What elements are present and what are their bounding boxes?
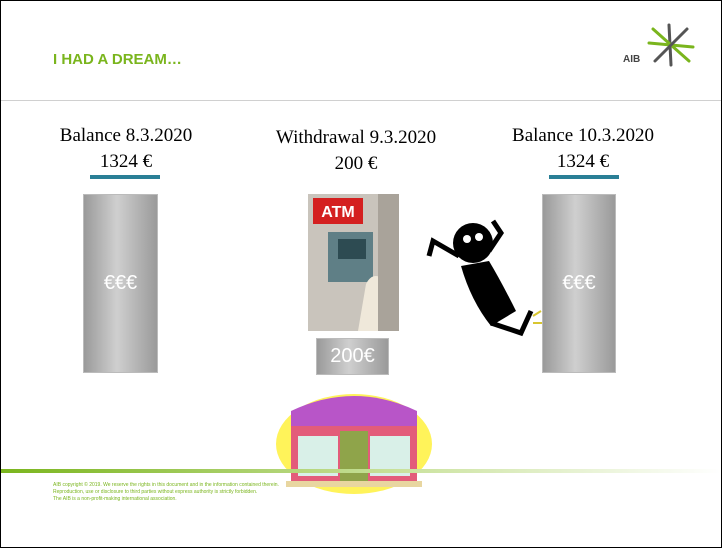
- slide-title: I HAD A DREAM…: [53, 51, 182, 68]
- header-rule: [1, 100, 721, 101]
- logo-icon: [647, 23, 695, 67]
- footer-text: AIB copyright © 2019. We reserve the rig…: [53, 482, 279, 503]
- amount-underline: [90, 175, 160, 179]
- column-heading: Balance 10.3.2020 1324 €: [483, 123, 683, 175]
- column-label: Balance 10.3.2020: [512, 125, 654, 146]
- money-box: 200€: [316, 338, 389, 375]
- footer-line: The AIB is a non-profit-making internati…: [53, 496, 177, 502]
- bakery-picture: [276, 394, 432, 494]
- column-heading: Withdrawal 9.3.2020 200 €: [246, 125, 466, 177]
- footer-rule: [1, 469, 721, 473]
- column-amount: 1324 €: [99, 151, 153, 172]
- atm-picture: ATM: [308, 194, 399, 331]
- happy-figure: [426, 219, 542, 337]
- column-amount: 1324 €: [556, 151, 610, 172]
- column-label: Balance 8.3.2020: [59, 125, 193, 146]
- money-box: €€€: [83, 194, 158, 373]
- atm-sign: ATM: [321, 204, 354, 221]
- column-label: Withdrawal 9.3.2020: [275, 127, 437, 148]
- money-box: €€€: [542, 194, 616, 373]
- amount-underline: [549, 175, 619, 179]
- logo-text: AIB: [623, 54, 641, 65]
- column-amount: 200 €: [334, 153, 378, 174]
- column-heading: Balance 8.3.2020 1324 €: [26, 123, 226, 175]
- footer-line: AIB copyright © 2019. We reserve the rig…: [53, 482, 279, 488]
- footer-line: Reproduction, use or disclosure to third…: [53, 489, 258, 495]
